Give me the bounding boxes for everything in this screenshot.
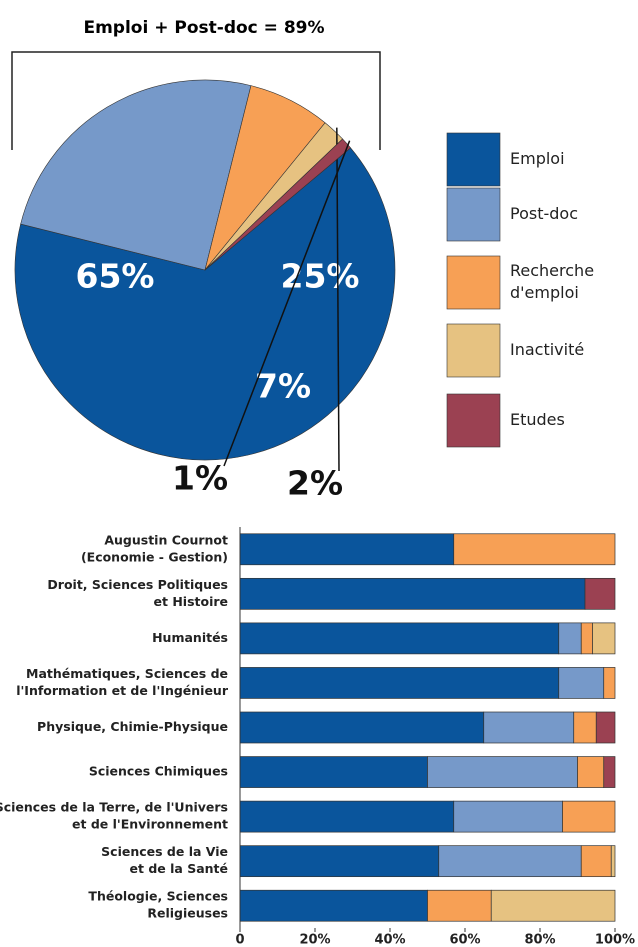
legend-swatch bbox=[446, 323, 501, 378]
slice-label: 7% bbox=[255, 367, 311, 406]
legend-label: Post-doc bbox=[510, 204, 578, 223]
bar-segment bbox=[239, 667, 560, 699]
x-tick-label: 0 bbox=[235, 933, 244, 947]
x-tick-label: 40% bbox=[374, 933, 405, 947]
leader-line bbox=[336, 127, 340, 472]
bar-segment bbox=[453, 800, 563, 833]
bar-segment bbox=[580, 845, 612, 878]
bracket bbox=[11, 51, 381, 150]
bar-segment bbox=[592, 622, 616, 655]
category-label: Théologie, Sciences bbox=[88, 889, 228, 904]
pie-title: Emploi + Post-doc = 89% bbox=[83, 18, 324, 38]
bar-segment bbox=[577, 756, 605, 788]
bar-segment bbox=[438, 845, 582, 878]
legend-swatch bbox=[446, 255, 501, 310]
slice-label: 1% bbox=[172, 459, 228, 498]
bar-segment bbox=[427, 889, 492, 922]
bar-segment bbox=[453, 533, 616, 566]
bar-segment bbox=[427, 756, 578, 788]
category-label: et Histoire bbox=[154, 594, 228, 609]
category-label: Humanités bbox=[152, 630, 228, 645]
bar-segment bbox=[603, 667, 616, 699]
category-label: (Economie - Gestion) bbox=[81, 549, 228, 564]
category-label: Physique, Chimie-Physique bbox=[37, 719, 228, 734]
pie-slice bbox=[20, 79, 252, 271]
legend-label: Inactivité bbox=[510, 340, 584, 359]
legend-label: Emploi bbox=[510, 149, 565, 168]
bar-segment bbox=[239, 577, 586, 610]
bar-segment bbox=[603, 756, 616, 788]
category-label: Sciences Chimiques bbox=[89, 764, 228, 779]
legend-swatch bbox=[446, 393, 501, 448]
category-label: Augustin Cournot bbox=[104, 532, 228, 547]
slice-label: 65% bbox=[76, 257, 155, 296]
category-label: et de la Santé bbox=[130, 861, 228, 876]
pie-slice bbox=[14, 147, 396, 461]
bar-segment bbox=[558, 667, 605, 699]
bar-segment bbox=[239, 533, 455, 566]
bar-segment bbox=[580, 622, 593, 655]
legend-label: Etudes bbox=[510, 410, 565, 429]
bar-segment bbox=[239, 622, 560, 655]
bar-segment bbox=[239, 889, 428, 922]
slice-label: 25% bbox=[281, 257, 360, 296]
leader-line bbox=[223, 140, 351, 467]
legend-swatch bbox=[446, 132, 501, 187]
x-tick-label: 100% bbox=[595, 933, 635, 947]
bar-segment bbox=[573, 711, 597, 744]
category-label: Sciences de la Vie bbox=[101, 844, 228, 859]
category-label: Religieuses bbox=[147, 906, 228, 921]
legend-swatch bbox=[446, 187, 501, 242]
category-label: l'Information et de l'Ingénieur bbox=[16, 683, 229, 698]
x-tick-label: 20% bbox=[299, 933, 330, 947]
x-tick-label: 80% bbox=[524, 933, 555, 947]
category-label: et de l'Environnement bbox=[72, 817, 228, 832]
bar-segment bbox=[562, 800, 616, 833]
bar-segment bbox=[239, 800, 455, 833]
slice-label: 2% bbox=[287, 464, 343, 503]
bar-segment bbox=[584, 577, 616, 610]
bar-segment bbox=[558, 622, 582, 655]
bar-segment bbox=[239, 845, 440, 878]
bar-segment bbox=[239, 711, 485, 744]
category-label: Droit, Sciences Politiques bbox=[47, 577, 228, 592]
pie-slice bbox=[204, 138, 351, 271]
category-label: Sciences de la Terre, de l'Univers bbox=[0, 800, 228, 815]
bar-segment bbox=[610, 845, 616, 878]
x-tick-label: 60% bbox=[449, 933, 480, 947]
bar-segment bbox=[595, 711, 616, 744]
legend-label: Recherche bbox=[510, 261, 594, 280]
category-label: Mathématiques, Sciences de bbox=[26, 666, 228, 681]
bar-segment bbox=[483, 711, 575, 744]
bar-segment bbox=[239, 756, 428, 788]
bar-segment bbox=[490, 889, 616, 922]
legend-label: d'emploi bbox=[510, 283, 579, 302]
